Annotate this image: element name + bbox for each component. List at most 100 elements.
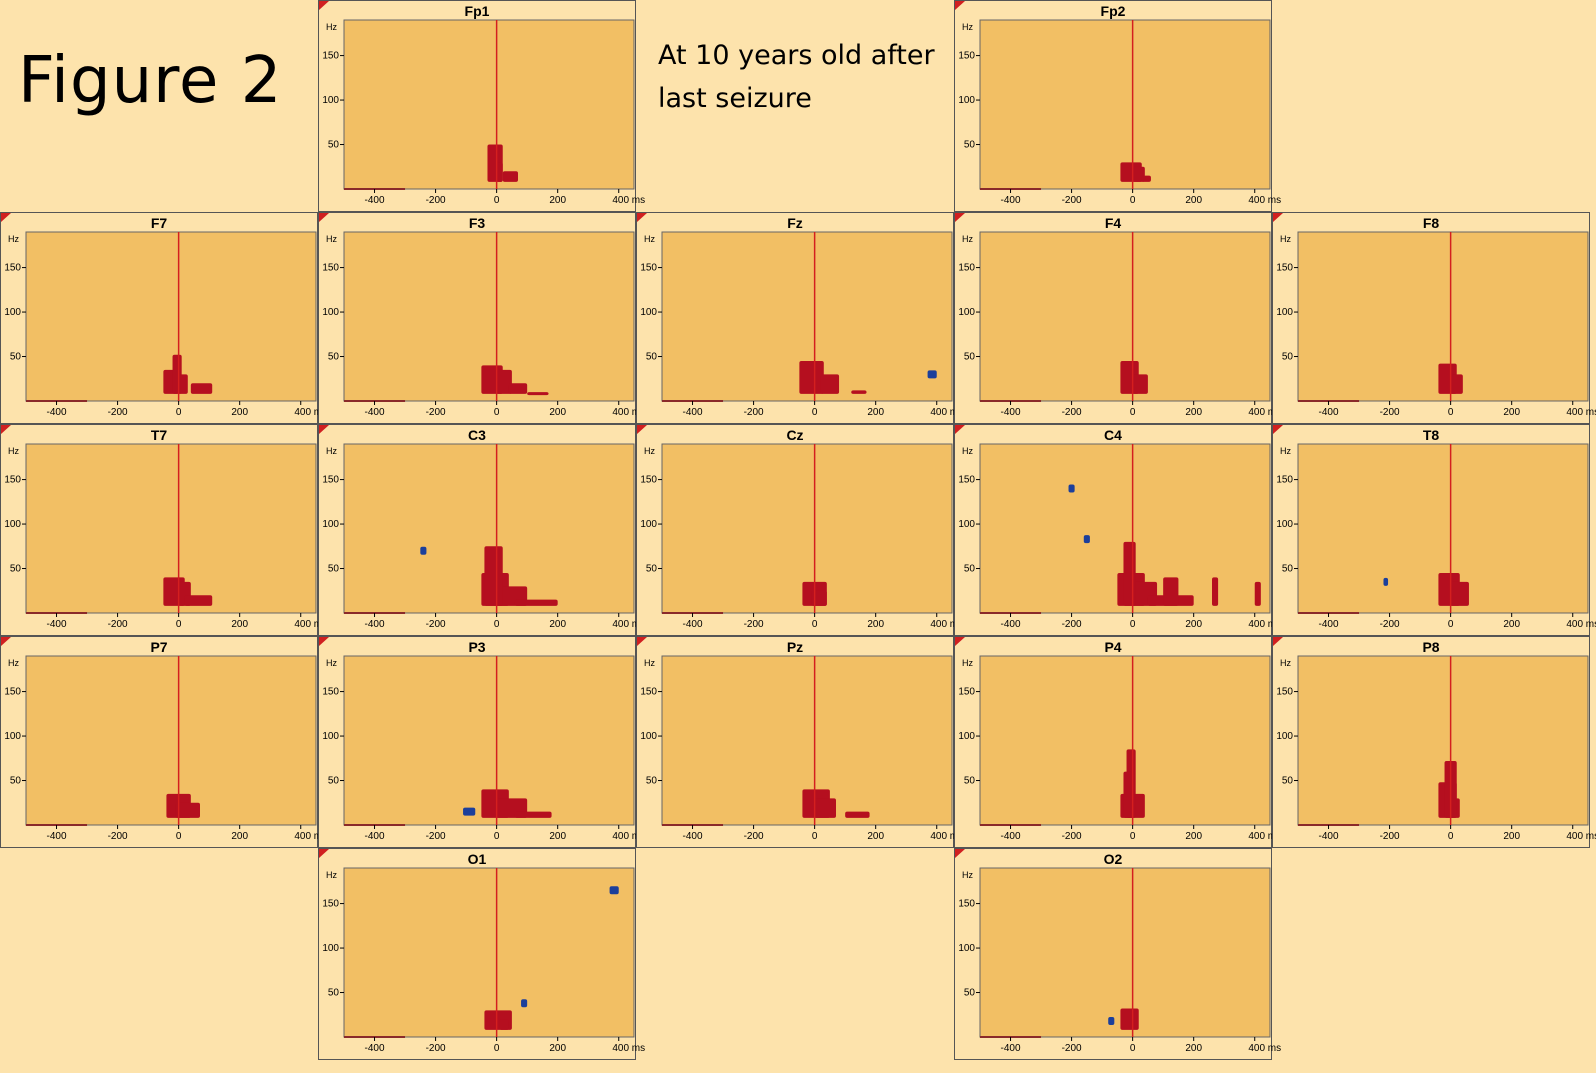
y-unit-label: Hz xyxy=(962,446,973,456)
y-unit-label: Hz xyxy=(326,22,337,32)
y-tick-label: 100 xyxy=(640,519,657,530)
x-tick-label: -400 xyxy=(365,407,385,418)
y-unit-label: Hz xyxy=(8,658,19,668)
panel-corner-marker xyxy=(955,213,965,222)
increase-region xyxy=(1212,577,1219,606)
increase-region xyxy=(484,546,503,606)
x-tick-label: 400 ms xyxy=(1566,831,1596,842)
x-tick-label: -200 xyxy=(426,1043,446,1054)
x-tick-label: -200 xyxy=(426,195,446,206)
increase-region xyxy=(799,360,824,394)
x-tick-label: -400 xyxy=(683,831,703,842)
decrease-region xyxy=(1083,535,1090,544)
x-tick-label: -400 xyxy=(365,831,385,842)
decrease-region xyxy=(1108,1016,1115,1025)
x-tick-label: 400 ms xyxy=(612,619,645,630)
increase-region xyxy=(178,374,188,394)
y-unit-label: Hz xyxy=(326,234,337,244)
x-tick-label: 200 xyxy=(867,407,884,418)
x-tick-label: 200 xyxy=(1185,407,1202,418)
y-tick-label: 50 xyxy=(1282,776,1294,787)
panel-corner-marker xyxy=(1,425,11,434)
panel-corner-marker xyxy=(1,637,11,646)
decrease-region xyxy=(609,886,619,895)
panel-title: Cz xyxy=(786,427,803,443)
decrease-region xyxy=(1383,577,1389,586)
x-tick-label: -200 xyxy=(1380,831,1400,842)
x-tick-label: 200 xyxy=(867,831,884,842)
y-unit-label: Hz xyxy=(8,234,19,244)
y-tick-label: 100 xyxy=(322,731,339,742)
y-tick-label: 100 xyxy=(4,731,21,742)
x-tick-label: -400 xyxy=(365,619,385,630)
x-tick-label: 200 xyxy=(549,831,566,842)
x-tick-label: 400 ms xyxy=(612,195,645,206)
x-tick-label: 200 xyxy=(231,619,248,630)
x-tick-label: 200 xyxy=(1503,831,1520,842)
y-tick-label: 150 xyxy=(640,263,657,274)
y-tick-label: 150 xyxy=(322,899,339,910)
x-tick-label: 0 xyxy=(1130,619,1136,630)
x-tick-label: 200 xyxy=(549,1043,566,1054)
channel-panel-p4: P4 Hz 50 100 150 -400 -200 0 200 400 ms xyxy=(954,636,1281,848)
x-tick-label: 400 ms xyxy=(1248,619,1281,630)
y-tick-label: 150 xyxy=(958,51,975,62)
x-tick-label: 400 ms xyxy=(930,831,963,842)
y-tick-label: 50 xyxy=(1282,564,1294,575)
x-tick-label: -400 xyxy=(1319,619,1339,630)
increase-region xyxy=(1120,1008,1139,1030)
x-tick-label: 200 xyxy=(867,619,884,630)
x-tick-label: 400 ms xyxy=(612,831,645,842)
x-tick-label: -400 xyxy=(1319,831,1339,842)
increase-region xyxy=(502,171,518,182)
y-unit-label: Hz xyxy=(644,658,655,668)
y-tick-label: 150 xyxy=(4,687,21,698)
x-tick-label: 0 xyxy=(494,619,500,630)
y-tick-label: 150 xyxy=(640,687,657,698)
panel-title: F3 xyxy=(469,215,486,231)
x-tick-label: 400 ms xyxy=(1248,195,1281,206)
y-unit-label: Hz xyxy=(1280,658,1291,668)
x-tick-label: 0 xyxy=(176,619,182,630)
x-tick-label: 0 xyxy=(494,1043,500,1054)
x-tick-label: -400 xyxy=(683,407,703,418)
x-tick-label: 0 xyxy=(1448,831,1454,842)
panel-title: P4 xyxy=(1104,639,1121,655)
increase-region xyxy=(811,590,827,606)
x-tick-label: 400 ms xyxy=(1248,1043,1281,1054)
x-tick-label: 400 ms xyxy=(930,619,963,630)
y-tick-label: 50 xyxy=(328,564,340,575)
increase-region xyxy=(190,383,213,394)
x-tick-label: 200 xyxy=(549,619,566,630)
x-tick-label: 200 xyxy=(1185,195,1202,206)
x-tick-label: 200 xyxy=(1185,619,1202,630)
y-unit-label: Hz xyxy=(644,446,655,456)
panel-title: F4 xyxy=(1105,215,1122,231)
x-tick-label: -200 xyxy=(1380,407,1400,418)
x-tick-label: 0 xyxy=(1448,619,1454,630)
panel-corner-marker xyxy=(1273,213,1283,222)
increase-region xyxy=(527,392,549,396)
x-tick-label: 200 xyxy=(1185,831,1202,842)
panel-corner-marker xyxy=(637,637,647,646)
panel-corner-marker xyxy=(319,213,329,222)
y-tick-label: 100 xyxy=(958,731,975,742)
increase-region xyxy=(1141,175,1151,182)
x-tick-label: -400 xyxy=(1001,195,1021,206)
increase-region xyxy=(845,811,870,818)
x-tick-label: -200 xyxy=(108,831,128,842)
x-tick-label: 0 xyxy=(176,831,182,842)
increase-region xyxy=(1163,577,1179,606)
channel-panel-p8: P8 Hz 50 100 150 -400 -200 0 200 400 ms xyxy=(1272,636,1596,848)
y-tick-label: 100 xyxy=(4,519,21,530)
y-tick-label: 100 xyxy=(958,519,975,530)
panel-corner-marker xyxy=(319,425,329,434)
x-tick-label: 400 ms xyxy=(294,407,327,418)
y-tick-label: 150 xyxy=(322,263,339,274)
channel-panel-p7: P7 Hz 50 100 150 -400 -200 0 200 400 ms xyxy=(0,636,327,848)
x-tick-label: -400 xyxy=(1001,831,1021,842)
y-tick-label: 100 xyxy=(958,943,975,954)
x-tick-label: 200 xyxy=(549,407,566,418)
x-tick-label: -400 xyxy=(47,831,67,842)
panel-corner-marker xyxy=(955,1,965,10)
